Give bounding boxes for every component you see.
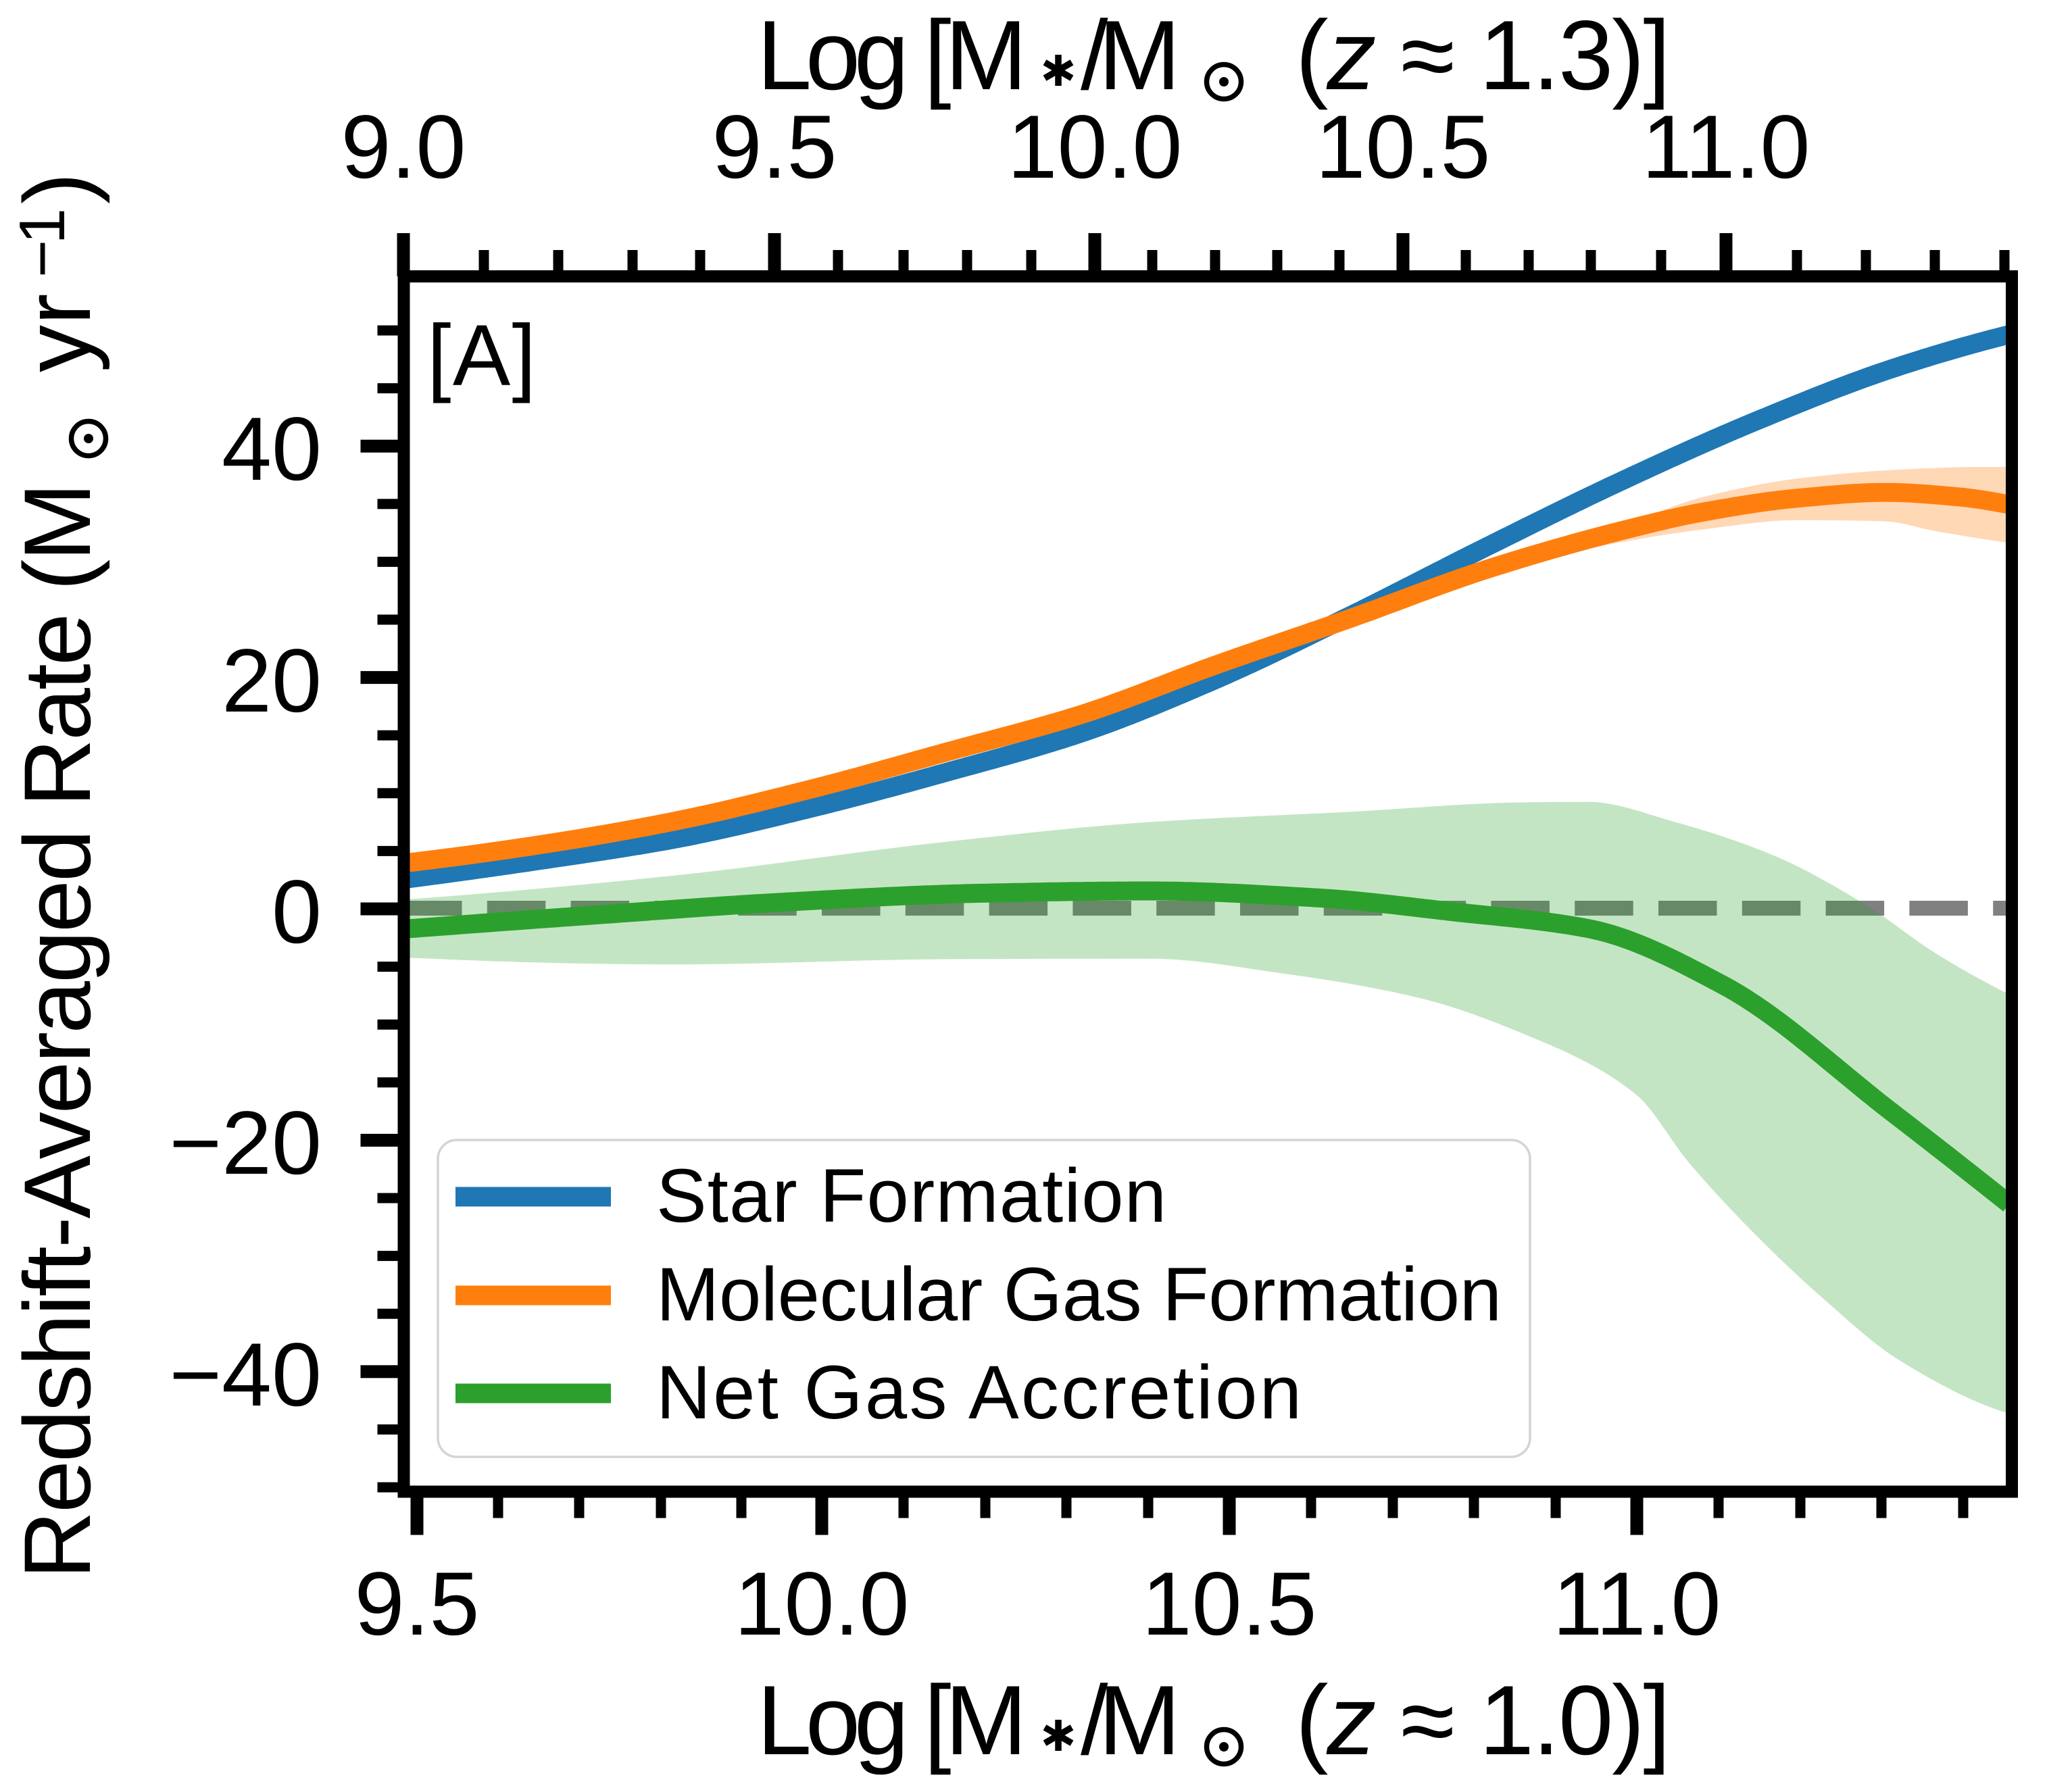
svg-text:9.5: 9.5	[712, 97, 837, 197]
svg-text:Redshift-Averaged Rate (M: Redshift-Averaged Rate (M	[4, 482, 110, 1579]
svg-text:9.0: 9.0	[341, 97, 466, 197]
svg-text:Net Gas Accretion: Net Gas Accretion	[656, 1350, 1302, 1435]
svg-text:11.0: 11.0	[1553, 1554, 1721, 1654]
svg-text:/M: /M	[1081, 0, 1181, 110]
svg-text:0: 0	[272, 862, 322, 962]
svg-text:10.5: 10.5	[1316, 97, 1491, 197]
svg-text:−1: −1	[6, 208, 78, 278]
svg-text:(z ≈ 1.0)]: (z ≈ 1.0)]	[1296, 1665, 1671, 1775]
svg-text:10.5: 10.5	[1142, 1554, 1317, 1654]
svg-text:−40: −40	[169, 1325, 322, 1425]
svg-text:9.5: 9.5	[355, 1554, 480, 1654]
svg-text:(z ≈ 1.3)]: (z ≈ 1.3)]	[1296, 0, 1671, 110]
svg-text:Star Formation: Star Formation	[656, 1153, 1166, 1238]
svg-text:11.0: 11.0	[1642, 97, 1810, 197]
svg-text:[A]: [A]	[427, 307, 536, 404]
svg-text:yr: yr	[4, 293, 110, 372]
svg-text:20: 20	[222, 631, 322, 731]
svg-text:Log [M: Log [M	[757, 0, 1027, 110]
svg-text:10.0: 10.0	[735, 1554, 910, 1654]
svg-text:/M: /M	[1081, 1665, 1181, 1775]
svg-text:10.0: 10.0	[1008, 97, 1183, 197]
svg-text:Log [M: Log [M	[757, 1665, 1027, 1775]
svg-text:40: 40	[222, 399, 322, 499]
svg-text:): )	[4, 172, 110, 204]
svg-text:Molecular Gas Formation: Molecular Gas Formation	[656, 1252, 1502, 1337]
svg-text:−20: −20	[169, 1093, 322, 1193]
